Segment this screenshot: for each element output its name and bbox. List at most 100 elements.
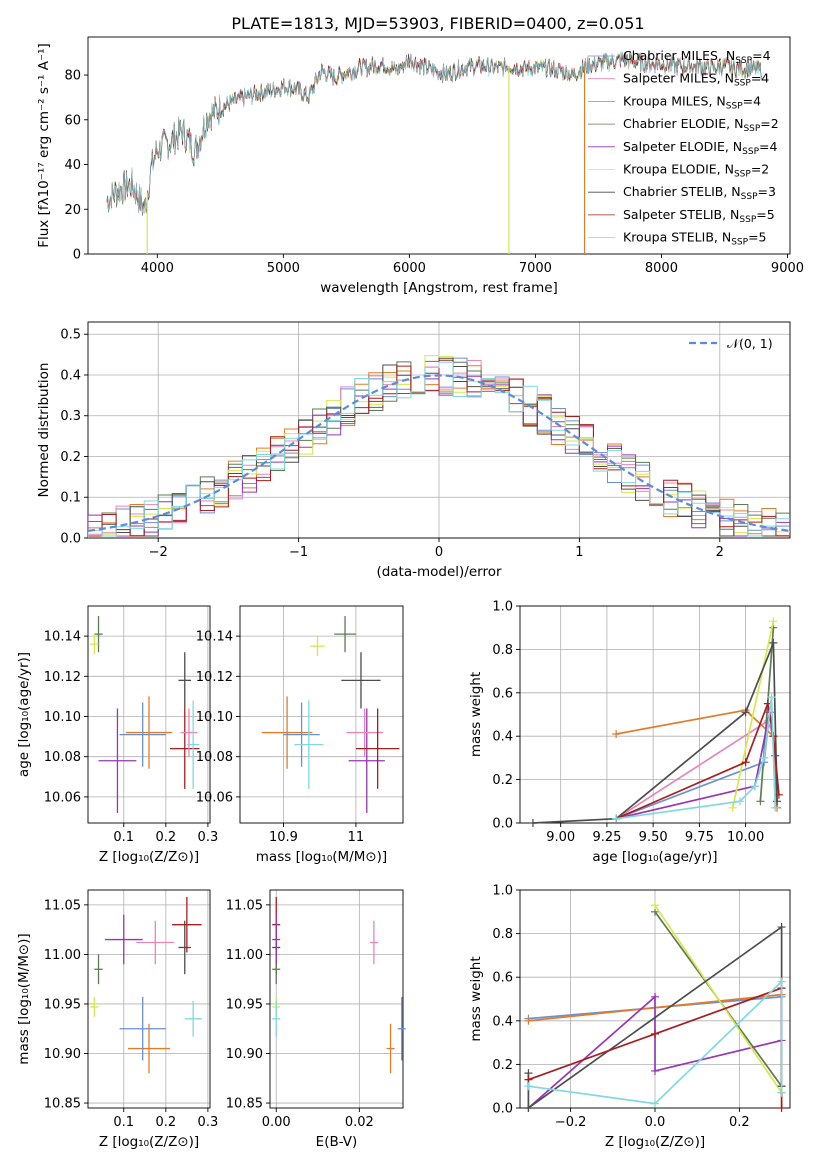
weight-line [532,642,778,824]
data-point [180,708,198,757]
x-tick-label: 0.1 [113,1115,134,1130]
weight-series [524,977,786,1108]
y-tick-label: 60 [64,113,81,128]
y-axis-label: age [log₁₀(age/yr)] [16,652,32,777]
axes-frame [87,889,211,1109]
weight-marker [760,753,769,762]
weight_vs_Z-axes: −0.2 0.0 0.2 0.0 0.2 0.4 0.6 0.8 1.0 Z [log₁₀(Z/Z… [468,884,791,1150]
legend-label: Salpeter MILES, NSSP=4 [623,71,769,89]
data-point [283,702,320,767]
weight-line [615,719,778,820]
weight-marker [524,1082,533,1091]
x-tick-label: 10.00 [727,830,764,845]
y-tick-label: 10.06 [44,790,81,805]
weight-marker [528,819,537,827]
data-point [136,920,175,965]
legend-label: Kroupa ELODIE, NSSP=2 [623,162,769,180]
weight-marker [612,730,621,739]
gaussian-curve [88,374,790,532]
residual_histogram-axes: −2 −1 0 1 2 0.0 0.1 0.2 0.3 0.4 0.5 (data-model)/er… [36,321,791,580]
histograms [88,355,790,538]
x-tick-label: 0.2 [155,830,176,845]
data-point [94,616,103,653]
weight-line [731,621,775,808]
legend-label: Salpeter ELODIE, NSSP=4 [623,139,778,157]
axes-frame [87,605,211,824]
x-tick-label: 0.3 [198,830,219,845]
x-tick-label: 0.3 [198,1115,219,1130]
y-axis-label: Normed distribution [36,363,52,498]
legend-item: Kroupa ELODIE, NSSP=2 [588,162,769,180]
y-axis-label: mass [log₁₀(M/M⊙)] [16,933,32,1064]
weight-marker [774,790,783,799]
data-point [261,696,313,769]
weight-marker [612,814,621,823]
data-point [355,708,400,789]
data-point [170,708,200,789]
data-point [397,997,406,1061]
legend-item: Kroupa STELIB, NSSP=5 [588,230,767,248]
x-tick-label: 0.00 [262,1115,291,1130]
axes-frame [239,605,404,824]
x-tick-label: −0.2 [555,1115,587,1130]
x-tick-label: −1 [289,545,308,560]
weight-marker [651,901,659,910]
mass_vs_Z-axes: 0.1 0.2 0.3 10.85 10.90 10.95 11.00 11.05 Z [log… [16,889,219,1150]
weight-marker [524,1016,533,1025]
weight-series [612,693,780,823]
data-point [172,896,202,953]
weight-marker [741,758,750,767]
y-tick-label: 0.0 [60,532,81,547]
axes-frame [269,889,404,1109]
data-point [127,1023,171,1074]
y-tick-label: 10.08 [196,750,233,765]
data-point [90,997,99,1017]
weight-series [612,706,782,812]
legend-item: Salpeter ELODIE, NSSP=4 [588,139,778,157]
y-tick-label: 10.08 [44,750,81,765]
y-tick-label: 10.12 [44,670,81,685]
age_vs_Z-axes: 0.1 0.2 0.3 10.06 10.08 10.10 10.12 10.14 Z [log… [16,605,219,865]
y-tick-label: 0.0 [492,1102,513,1117]
x-axis-label: E(B-V) [316,1134,358,1150]
weight-marker [651,1029,659,1038]
y-tick-label: 0.2 [492,773,513,788]
y-tick-label: 10.85 [226,1097,263,1112]
x-axis-label: age [log₁₀(age/yr)] [592,849,717,865]
x-tick-label: 0.02 [345,1115,374,1130]
data-point [369,920,378,965]
weight-marker [777,1088,786,1097]
weight-marker [651,1099,659,1108]
weight-line [616,709,778,808]
x-tick-label: 4000 [141,261,174,276]
y-tick-label: 0.3 [60,409,81,424]
y-tick-label: 10.06 [196,790,233,805]
y-tick-label: 10.95 [44,997,81,1012]
x-tick-label: 9000 [771,261,804,276]
legend-item: Kroupa MILES, NSSP=4 [588,93,761,111]
y-axis-label: mass weight [468,956,484,1041]
y-tick-label: 0.8 [492,643,513,658]
data-point [125,696,173,769]
weight-marker [736,797,745,806]
x-tick-label: 0.2 [155,1115,176,1130]
legend-label: Kroupa STELIB, NSSP=5 [623,230,767,248]
x-tick-label: 11 [348,830,365,845]
data-point [178,920,192,975]
x-tick-label: 9.50 [639,830,668,845]
y-tick-label: 40 [64,158,81,173]
x-tick-label: 9.75 [685,830,714,845]
data-point [119,997,166,1061]
legend-label: Chabrier STELIB, NSSP=3 [623,184,776,202]
legend-label: Chabrier ELODIE, NSSP=2 [623,116,779,134]
data-point [334,616,356,653]
y-tick-label: 20 [64,203,81,218]
y-tick-label: 10.14 [44,630,81,645]
y-tick-label: 10.95 [226,997,263,1012]
y-tick-label: 0.8 [492,927,513,942]
y-tick-label: 0.5 [60,328,81,343]
x-tick-label: −2 [149,545,168,560]
y-tick-label: 0 [73,248,81,263]
spectrum-axes: 4000 5000 6000 7000 8000 9000 0 20 40 60 80 wavelen… [36,36,804,296]
x-tick-label: 0 [435,545,443,560]
